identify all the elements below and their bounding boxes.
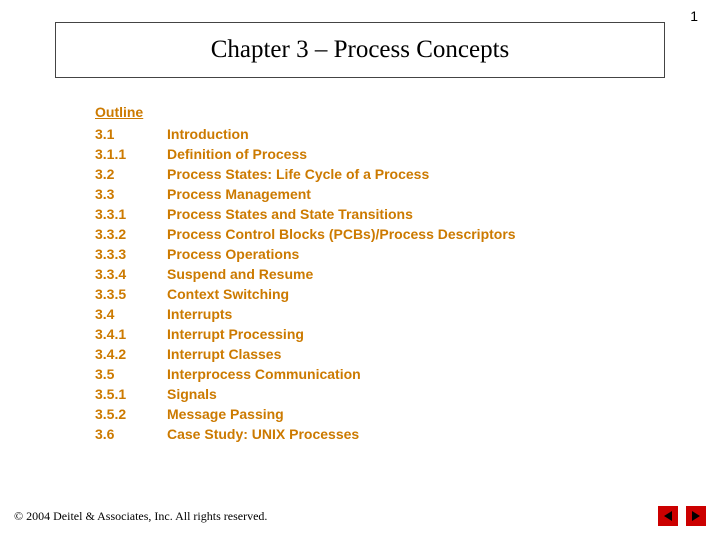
outline-item-number: 3.3.3 bbox=[95, 244, 167, 264]
outline-item-title: Process Management bbox=[167, 184, 655, 204]
outline-item-number: 3.5 bbox=[95, 364, 167, 384]
outline-item: 3.4.2Interrupt Classes bbox=[95, 344, 655, 364]
footer: © 2004 Deitel & Associates, Inc. All rig… bbox=[14, 506, 706, 526]
outline-item-title: Suspend and Resume bbox=[167, 264, 655, 284]
slide-title-box: Chapter 3 – Process Concepts bbox=[55, 22, 665, 78]
outline-item-number: 3.4.2 bbox=[95, 344, 167, 364]
outline-item-title: Signals bbox=[167, 384, 655, 404]
outline-item-title: Interprocess Communication bbox=[167, 364, 655, 384]
arrow-right-icon bbox=[692, 511, 700, 521]
outline-item: 3.4Interrupts bbox=[95, 304, 655, 324]
outline-item-title: Process Control Blocks (PCBs)/Process De… bbox=[167, 224, 655, 244]
outline-item-number: 3.4.1 bbox=[95, 324, 167, 344]
outline-item-number: 3.3.2 bbox=[95, 224, 167, 244]
slide-title: Chapter 3 – Process Concepts bbox=[211, 36, 510, 64]
outline-item-number: 3.5.2 bbox=[95, 404, 167, 424]
outline-item-title: Interrupt Processing bbox=[167, 324, 655, 344]
outline-item-number: 3.5.1 bbox=[95, 384, 167, 404]
outline-item-title: Case Study: UNIX Processes bbox=[167, 424, 655, 444]
outline-item-number: 3.2 bbox=[95, 164, 167, 184]
outline-item-title: Context Switching bbox=[167, 284, 655, 304]
outline-item: 3.1.1Definition of Process bbox=[95, 144, 655, 164]
outline-item-title: Message Passing bbox=[167, 404, 655, 424]
next-slide-button[interactable] bbox=[686, 506, 706, 526]
outline-item: 3.4.1Interrupt Processing bbox=[95, 324, 655, 344]
outline-item-title: Definition of Process bbox=[167, 144, 655, 164]
arrow-left-icon bbox=[664, 511, 672, 521]
outline-item-number: 3.1 bbox=[95, 124, 167, 144]
outline-item: 3.3.4Suspend and Resume bbox=[95, 264, 655, 284]
outline-item: 3.5Interprocess Communication bbox=[95, 364, 655, 384]
copyright-text: © 2004 Deitel & Associates, Inc. All rig… bbox=[14, 509, 644, 524]
outline-item: 3.5.2Message Passing bbox=[95, 404, 655, 424]
outline-item: 3.6Case Study: UNIX Processes bbox=[95, 424, 655, 444]
outline-item-title: Process States and State Transitions bbox=[167, 204, 655, 224]
outline-item-number: 3.3.4 bbox=[95, 264, 167, 284]
nav-buttons bbox=[658, 506, 706, 526]
outline-item-title: Process Operations bbox=[167, 244, 655, 264]
outline-container: Outline 3.1Introduction3.1.1Definition o… bbox=[95, 104, 655, 444]
outline-item-title: Interrupt Classes bbox=[167, 344, 655, 364]
outline-item-number: 3.3.5 bbox=[95, 284, 167, 304]
outline-item-title: Interrupts bbox=[167, 304, 655, 324]
outline-item-number: 3.4 bbox=[95, 304, 167, 324]
outline-item: 3.5.1Signals bbox=[95, 384, 655, 404]
prev-slide-button[interactable] bbox=[658, 506, 678, 526]
outline-item: 3.1Introduction bbox=[95, 124, 655, 144]
outline-item: 3.3.1Process States and State Transition… bbox=[95, 204, 655, 224]
outline-item-number: 3.1.1 bbox=[95, 144, 167, 164]
outline-item: 3.3Process Management bbox=[95, 184, 655, 204]
outline-item: 3.3.2Process Control Blocks (PCBs)/Proce… bbox=[95, 224, 655, 244]
outline-item-title: Process States: Life Cycle of a Process bbox=[167, 164, 655, 184]
outline-item-number: 3.6 bbox=[95, 424, 167, 444]
outline-item: 3.3.3Process Operations bbox=[95, 244, 655, 264]
outline-item-number: 3.3.1 bbox=[95, 204, 167, 224]
page-number: 1 bbox=[690, 8, 698, 24]
outline-heading: Outline bbox=[95, 104, 655, 120]
outline-item: 3.2Process States: Life Cycle of a Proce… bbox=[95, 164, 655, 184]
outline-item-number: 3.3 bbox=[95, 184, 167, 204]
outline-item-title: Introduction bbox=[167, 124, 655, 144]
outline-item: 3.3.5Context Switching bbox=[95, 284, 655, 304]
outline-list: 3.1Introduction3.1.1Definition of Proces… bbox=[95, 124, 655, 444]
